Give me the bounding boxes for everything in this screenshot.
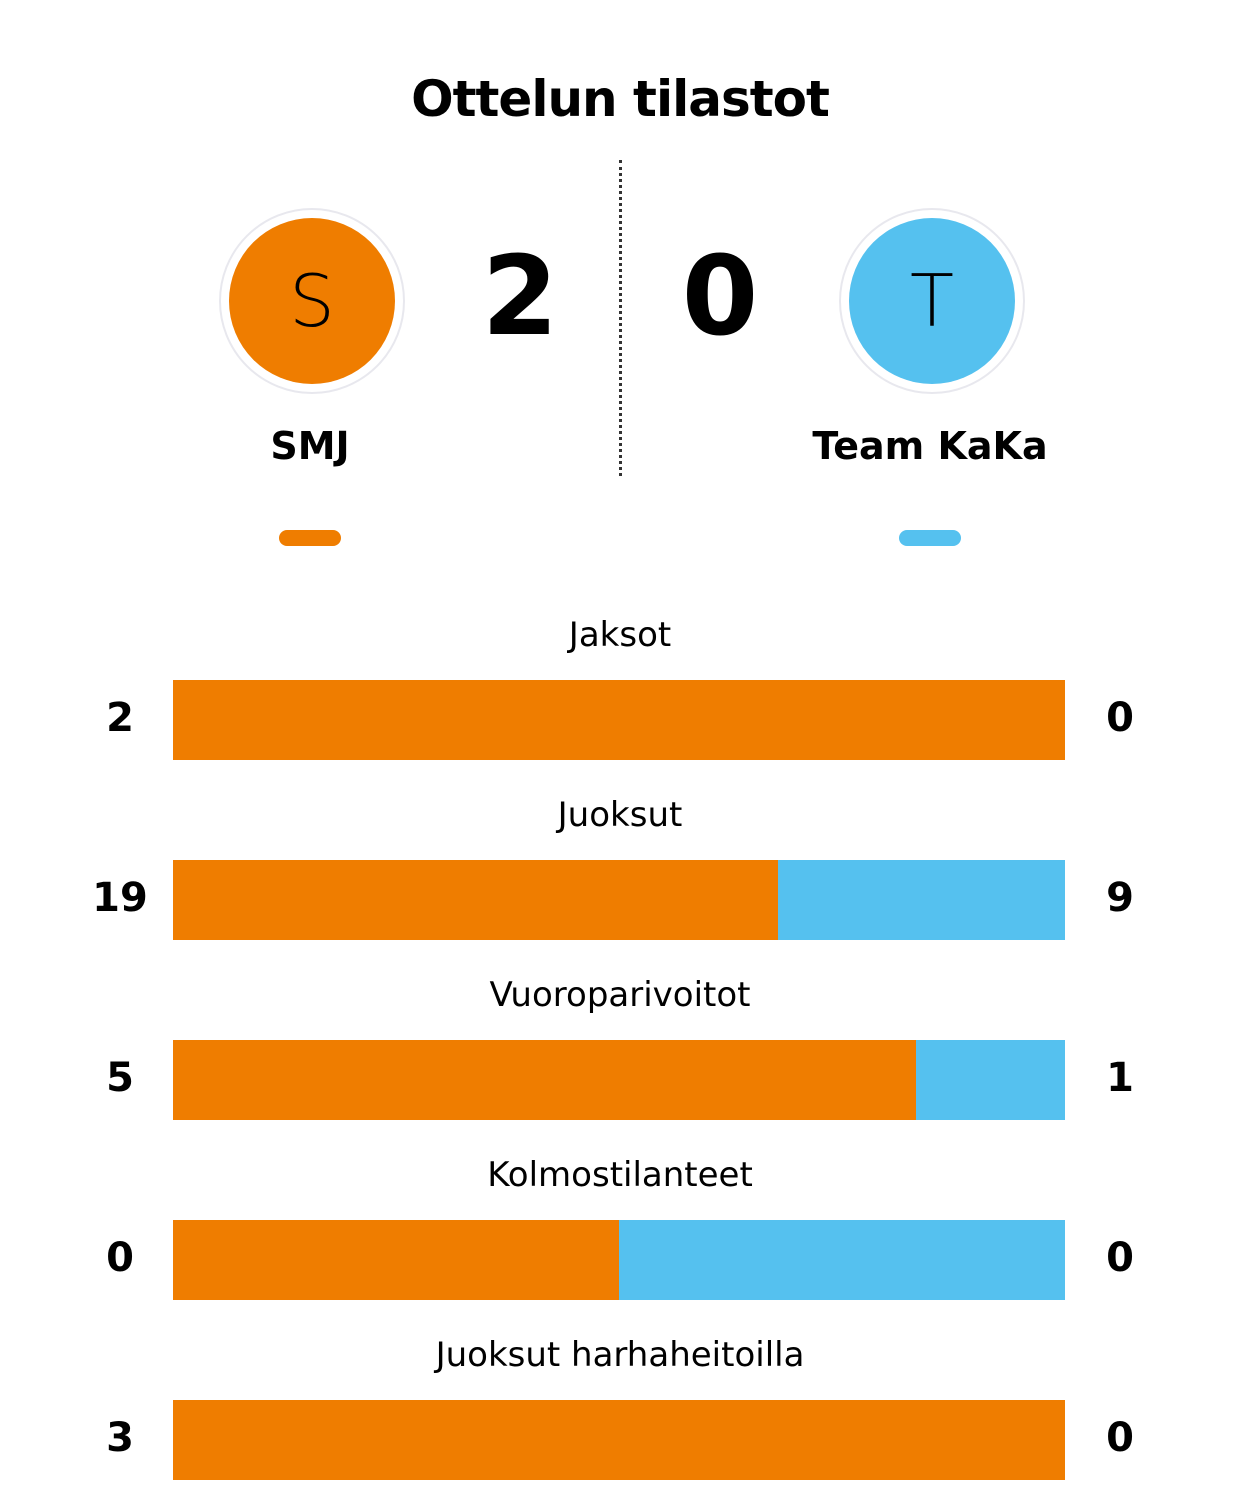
away-stat-value: 0 <box>1106 1235 1134 1281</box>
stat-bar <box>173 1400 1065 1480</box>
stat-label: Juoksut <box>557 795 683 835</box>
home-stat-value: 2 <box>106 695 134 741</box>
stat-label: Jaksot <box>568 615 672 655</box>
away-legend-swatch <box>899 530 961 546</box>
home-stat-value: 0 <box>106 1235 134 1281</box>
divider <box>619 160 622 476</box>
home-bar-segment <box>173 1400 1065 1480</box>
home-bar-segment <box>173 680 1065 760</box>
home-stat-value: 19 <box>92 875 148 921</box>
home-score: 2 <box>481 232 559 360</box>
stat-bar <box>173 860 1065 940</box>
stat-label: Kolmostilanteet <box>487 1155 753 1195</box>
home-stat-value: 5 <box>106 1055 134 1101</box>
away-stat-value: 1 <box>1106 1055 1134 1101</box>
home-team-name: SMJ <box>270 424 350 468</box>
away-bar-segment <box>916 1040 1065 1120</box>
away-team-initial: T <box>849 218 1015 384</box>
home-team-initial: S <box>229 218 395 384</box>
away-team-name: Team KaKa <box>812 424 1048 468</box>
stat-bar <box>173 1220 1065 1300</box>
home-bar-segment <box>173 1040 917 1120</box>
away-stat-value: 0 <box>1106 1415 1134 1461</box>
stat-bar <box>173 680 1065 760</box>
away-team-logo: T <box>839 208 1025 394</box>
home-stat-value: 3 <box>106 1415 134 1461</box>
page-title: Ottelun tilastot <box>411 70 830 128</box>
stat-label: Vuoroparivoitot <box>489 975 751 1015</box>
home-bar-segment <box>173 860 779 940</box>
stat-label: Juoksut harhaheitoilla <box>435 1335 805 1375</box>
stat-bar <box>173 1040 1065 1120</box>
home-bar-segment <box>173 1220 619 1300</box>
away-bar-segment <box>619 1220 1065 1300</box>
away-score: 0 <box>681 232 759 360</box>
away-bar-segment <box>778 860 1065 940</box>
home-legend-swatch <box>279 530 341 546</box>
home-team-logo: S <box>219 208 405 394</box>
away-stat-value: 0 <box>1106 695 1134 741</box>
away-stat-value: 9 <box>1106 875 1134 921</box>
